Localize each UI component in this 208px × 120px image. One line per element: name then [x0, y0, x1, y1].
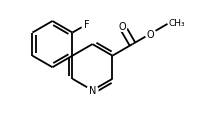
Text: O: O — [147, 30, 154, 40]
Circle shape — [117, 21, 127, 31]
Circle shape — [87, 85, 98, 96]
Text: O: O — [118, 22, 126, 32]
Circle shape — [145, 29, 156, 39]
Circle shape — [82, 20, 91, 29]
Text: CH₃: CH₃ — [168, 19, 185, 28]
Text: F: F — [84, 21, 89, 30]
Text: N: N — [89, 86, 96, 96]
